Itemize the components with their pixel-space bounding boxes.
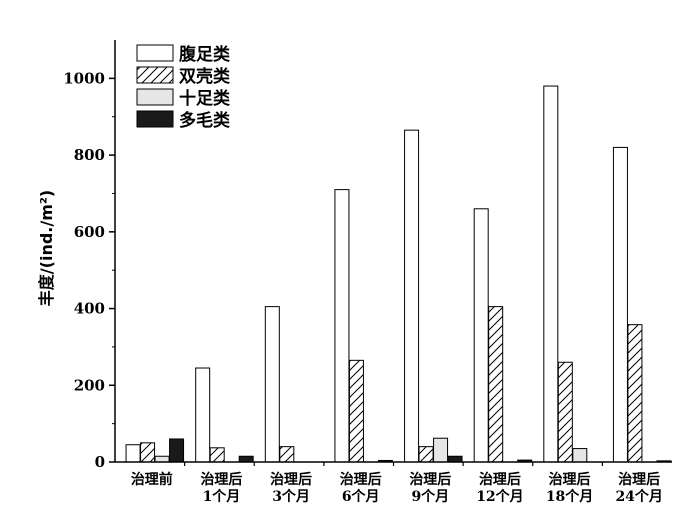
y-tick-label-6: 1000: [63, 69, 105, 87]
legend-swatch-2: [136, 66, 174, 84]
y-tick-label-5: 800: [74, 146, 105, 164]
x-tick-label-4: 治理后 6个月: [340, 471, 382, 505]
bar-1-cat-3: [264, 306, 280, 463]
bar-1-cat-4: [334, 189, 350, 463]
bar-2-cat-7: [557, 361, 573, 463]
x-tick-label-5: 治理后 9个月: [409, 471, 451, 505]
x-tick-label-6: 治理后 12个月: [476, 471, 523, 505]
legend-label-4: 多毛类: [179, 110, 231, 131]
legend-swatch-3: [136, 88, 174, 106]
bar-3-cat-7: [572, 448, 588, 463]
bar-1-cat-8: [612, 146, 628, 463]
bar-3-cat-5: [433, 437, 449, 463]
x-tick-label-2: 治理后 1个月: [200, 471, 242, 505]
x-tick-label-8: 治理后 24个月: [615, 471, 662, 505]
bar-2-cat-1: [140, 442, 156, 463]
y-tick-label-2: 200: [74, 376, 105, 394]
y-tick-label-3: 400: [74, 300, 105, 318]
legend-swatch-4: [136, 110, 174, 128]
bar-2-cat-5: [418, 446, 434, 463]
bar-2-cat-6: [488, 306, 504, 463]
x-tick-label-1: 治理前: [131, 471, 173, 488]
bar-4-cat-1: [169, 438, 185, 463]
legend-label-3: 十足类: [179, 88, 231, 109]
legend-swatch-1: [136, 44, 174, 62]
bar-4-cat-2: [238, 455, 254, 463]
bar-1-cat-1: [125, 444, 141, 463]
bar-1-cat-2: [195, 367, 211, 463]
bar-1-cat-6: [473, 208, 489, 463]
y-tick-label-4: 600: [74, 223, 105, 241]
x-tick-label-7: 治理后 18个月: [546, 471, 593, 505]
bar-1-cat-5: [404, 129, 420, 463]
bar-3-cat-1: [154, 455, 170, 463]
y-tick-label-1: 0: [95, 453, 105, 471]
y-axis-label: 丰度/(ind./m²): [37, 190, 56, 306]
bar-2-cat-4: [348, 359, 364, 463]
legend-label-2: 双壳类: [179, 66, 231, 87]
bar-2-cat-3: [279, 446, 295, 463]
legend-label-1: 腹足类: [179, 44, 231, 65]
bar-2-cat-2: [209, 447, 225, 463]
bars-layer: [125, 85, 672, 463]
bar-4-cat-5: [447, 455, 463, 463]
bar-1-cat-7: [543, 85, 559, 463]
x-tick-label-3: 治理后 3个月: [270, 471, 312, 505]
bar-2-cat-8: [627, 324, 643, 463]
